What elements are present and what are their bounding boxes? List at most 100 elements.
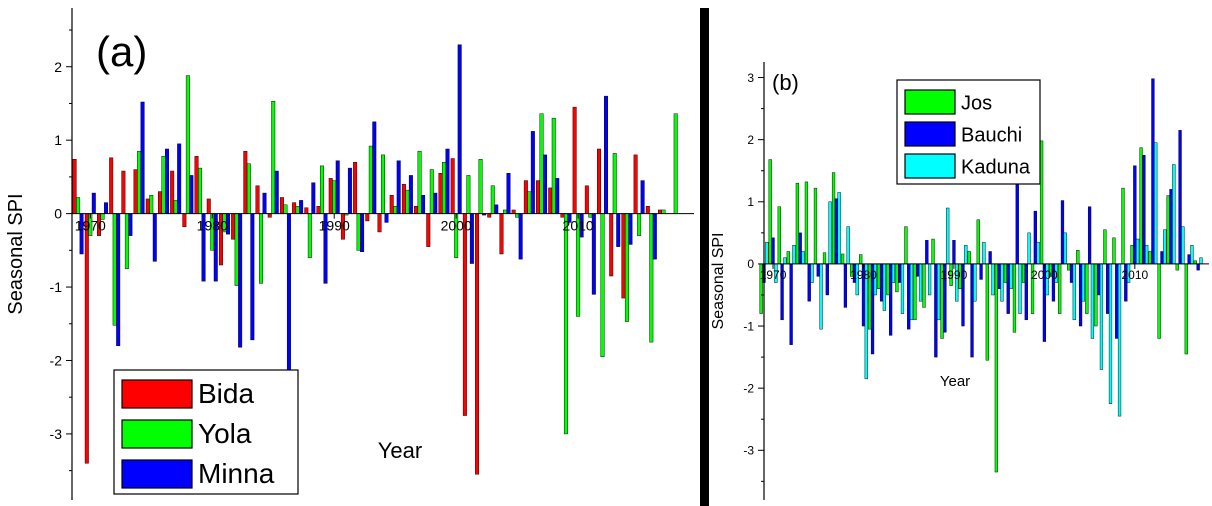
- panel-b-bar-jos-2012: [1148, 251, 1152, 265]
- panel-a-bar-yola-1974: [137, 150, 142, 214]
- panel-b-bar-jos-2004: [1076, 250, 1080, 265]
- panel-a-bar-minna-1998: [433, 192, 438, 214]
- panel-a-bar-bida-1977: [170, 170, 175, 214]
- panel-b-bar-kaduna-1985: [909, 263, 914, 321]
- panel-b-bar-kaduna-2006: [1099, 263, 1104, 370]
- panel-a-bar-bida-1980: [206, 198, 211, 214]
- panel-b-bar-jos-1998: [1021, 263, 1026, 283]
- panel-b-bar-kaduna-2016: [1190, 245, 1194, 265]
- panel-b-bar-bauchi-2012: [1151, 78, 1155, 265]
- panel-b-bar-jos-1986: [913, 263, 917, 321]
- panel-a-y-tick-label: 2: [54, 59, 62, 75]
- panel-a-y-tick-label: 1: [54, 132, 62, 148]
- panel-b-y-tick-label: 2: [747, 133, 754, 147]
- panel-b-bar-jos-2013: [1157, 263, 1161, 339]
- panel-b-bar-jos-1987: [922, 263, 926, 308]
- panel-a-bar-minna-1990: [335, 160, 340, 214]
- panel-b-bar-jos-1971: [777, 206, 781, 265]
- panel-a-bar-bida-2001: [462, 213, 467, 416]
- panel-a-bar-minna-1977: [177, 143, 182, 214]
- panel-a-bar-yola-2012: [600, 213, 605, 358]
- panel-b-y-tick-label: 1: [747, 195, 754, 209]
- panel-b-bar-jos-2007: [1103, 229, 1107, 265]
- panel-b-bar-jos-2005: [1085, 263, 1089, 314]
- panel-a-bar-minna-1987: [299, 200, 304, 214]
- panel-b-bar-kaduna-2013: [1163, 229, 1167, 265]
- panel-b-bar-kaduna-2005: [1090, 263, 1095, 339]
- panel-a-bar-bida-1978: [182, 213, 187, 228]
- panel-b-bar-kaduna-1992: [973, 263, 977, 302]
- panel-b-bar-bauchi-2003: [1069, 263, 1074, 283]
- panel-b-x-axis-label: Year: [940, 373, 970, 390]
- panel-a-bar-yola-2004: [502, 209, 507, 214]
- panel-b-legend-swatch-jos: [904, 89, 956, 115]
- panel-b-bar-jos-1980: [859, 254, 863, 265]
- panel-a-bar-yola-1999: [442, 161, 446, 214]
- panel-a-bar-yola-1973: [124, 213, 129, 269]
- panel-a-bar-yola-1975: [149, 195, 154, 214]
- panel-b-bar-bauchi-2007: [1106, 263, 1110, 314]
- panel-a-bar-yola-2013: [612, 153, 617, 214]
- panel-b-bar-bauchi-2016: [1187, 254, 1191, 265]
- panel-a-bar-bida-1972: [109, 157, 114, 214]
- panel-a-bar-minna-1974: [140, 101, 145, 214]
- panel-a-bar-yola-1978: [185, 75, 190, 214]
- panel-b-bar-kaduna-1998: [1027, 232, 1031, 265]
- panel-a-bar-yola-1988: [307, 213, 312, 258]
- panel-a-bar-minna-1973: [128, 213, 133, 236]
- panel-a-bar-yola-2016: [649, 213, 654, 343]
- panel-b-bar-jos-2000: [1039, 140, 1044, 265]
- panel-b-y-axis-label: Seasonal SPI: [710, 233, 727, 330]
- panel-a-bar-yola-2005: [515, 213, 520, 218]
- panel-a-bar-bida-1975: [145, 198, 150, 214]
- panel-a-bar-minna-1975: [152, 213, 157, 262]
- panel-a-legend-label-minna: Minna: [198, 458, 275, 489]
- panel-a-bar-minna-1982: [238, 213, 243, 348]
- panel-a-bar-minna-2015: [640, 180, 645, 214]
- chart-panel-a: -3 -2 -1 0 1 2 1970 1980 1990 2000 2010 Seasonal SP…: [5, 8, 694, 500]
- panel-b-bar-bauchi-1987: [925, 240, 929, 265]
- panel-b-bar-jos-1972: [786, 251, 790, 265]
- panel-b-bar-kaduna-2003: [1072, 263, 1076, 321]
- panel-b-bar-jos-1983: [886, 263, 890, 296]
- panel-b-bar-bauchi-2014: [1169, 189, 1173, 265]
- panel-b-bar-kaduna-1974: [810, 263, 814, 283]
- panel-a-bar-yola-1995: [393, 206, 398, 214]
- chart-panel-b: -3 -2 -1 0 1 2 3 1970 1980 1990 2000 2010 Seasonal S…: [710, 62, 1209, 500]
- panel-a-bar-bida-1976: [157, 191, 162, 214]
- panel-a-legend: Bida Yola Minna: [113, 369, 299, 495]
- panel-b-bar-jos-1970: [768, 159, 772, 265]
- panel-a-bar-bida-1974: [133, 169, 138, 214]
- panel-b-bar-jos-1984: [895, 263, 899, 293]
- panel-a-bar-minna-1976: [164, 148, 169, 214]
- panel-a-bar-yola-1982: [234, 213, 239, 286]
- panel-a-series-minna: [79, 44, 657, 460]
- panel-a-bar-bida-2016: [645, 206, 650, 214]
- panel-a-bar-bida-1998: [426, 213, 431, 247]
- panel-a-bar-bida-1989: [316, 206, 321, 214]
- panel-a-bar-bida-1990: [328, 178, 333, 214]
- panel-a-bar-yola-1987: [295, 206, 300, 214]
- panel-b-bar-kaduna-1973: [801, 251, 805, 265]
- panel-a-bar-minna-2008: [555, 178, 560, 214]
- panel-b-bar-kaduna-2015: [1181, 226, 1185, 265]
- panel-a-bar-bida-1984: [255, 185, 260, 214]
- panel-a-bar-bida-1992: [353, 161, 358, 214]
- panel-b-bar-bauchi-1992: [970, 263, 974, 358]
- panel-a-x-tick-label: 1970: [75, 218, 106, 234]
- panel-b-bar-bauchi-2004: [1078, 263, 1083, 327]
- panel-a-bar-bida-1999: [438, 172, 443, 214]
- panel-b-bar-jos-2002: [1058, 263, 1062, 314]
- panel-a-bar-minna-2005: [518, 213, 523, 260]
- panel-a-bar-minna-1970: [91, 192, 96, 214]
- panel-a-bar-bida-2005: [511, 209, 516, 214]
- panel-a-bar-bida-2013: [609, 213, 614, 277]
- panel-a-bar-yola-2009: [563, 213, 568, 435]
- panel-b-bar-kaduna-1993: [982, 241, 986, 265]
- panel-a-x-tick-label: 2010: [563, 218, 594, 234]
- panel-a-bar-bida-2014: [621, 213, 626, 299]
- panel-a-bar-minna-1997: [421, 195, 426, 214]
- panel-a-bar-minna-1978: [189, 175, 194, 214]
- panel-b-x-tick-label: 2010: [1121, 268, 1148, 282]
- panel-b-bar-kaduna-1994: [991, 263, 995, 296]
